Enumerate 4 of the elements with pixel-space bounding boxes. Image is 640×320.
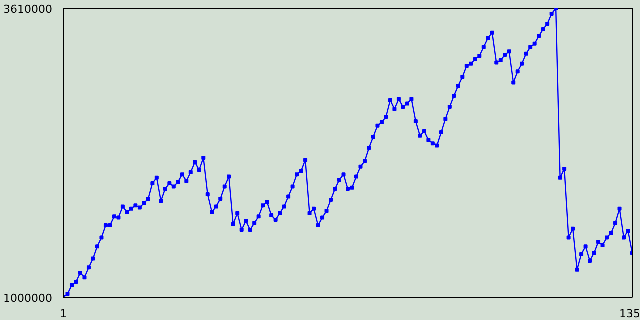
y-tick-label: 1000000: [4, 292, 53, 305]
x-tick-label: 135: [620, 308, 640, 320]
x-tick-label: 1: [60, 308, 67, 320]
y-tick-label: 3610000: [4, 3, 53, 16]
